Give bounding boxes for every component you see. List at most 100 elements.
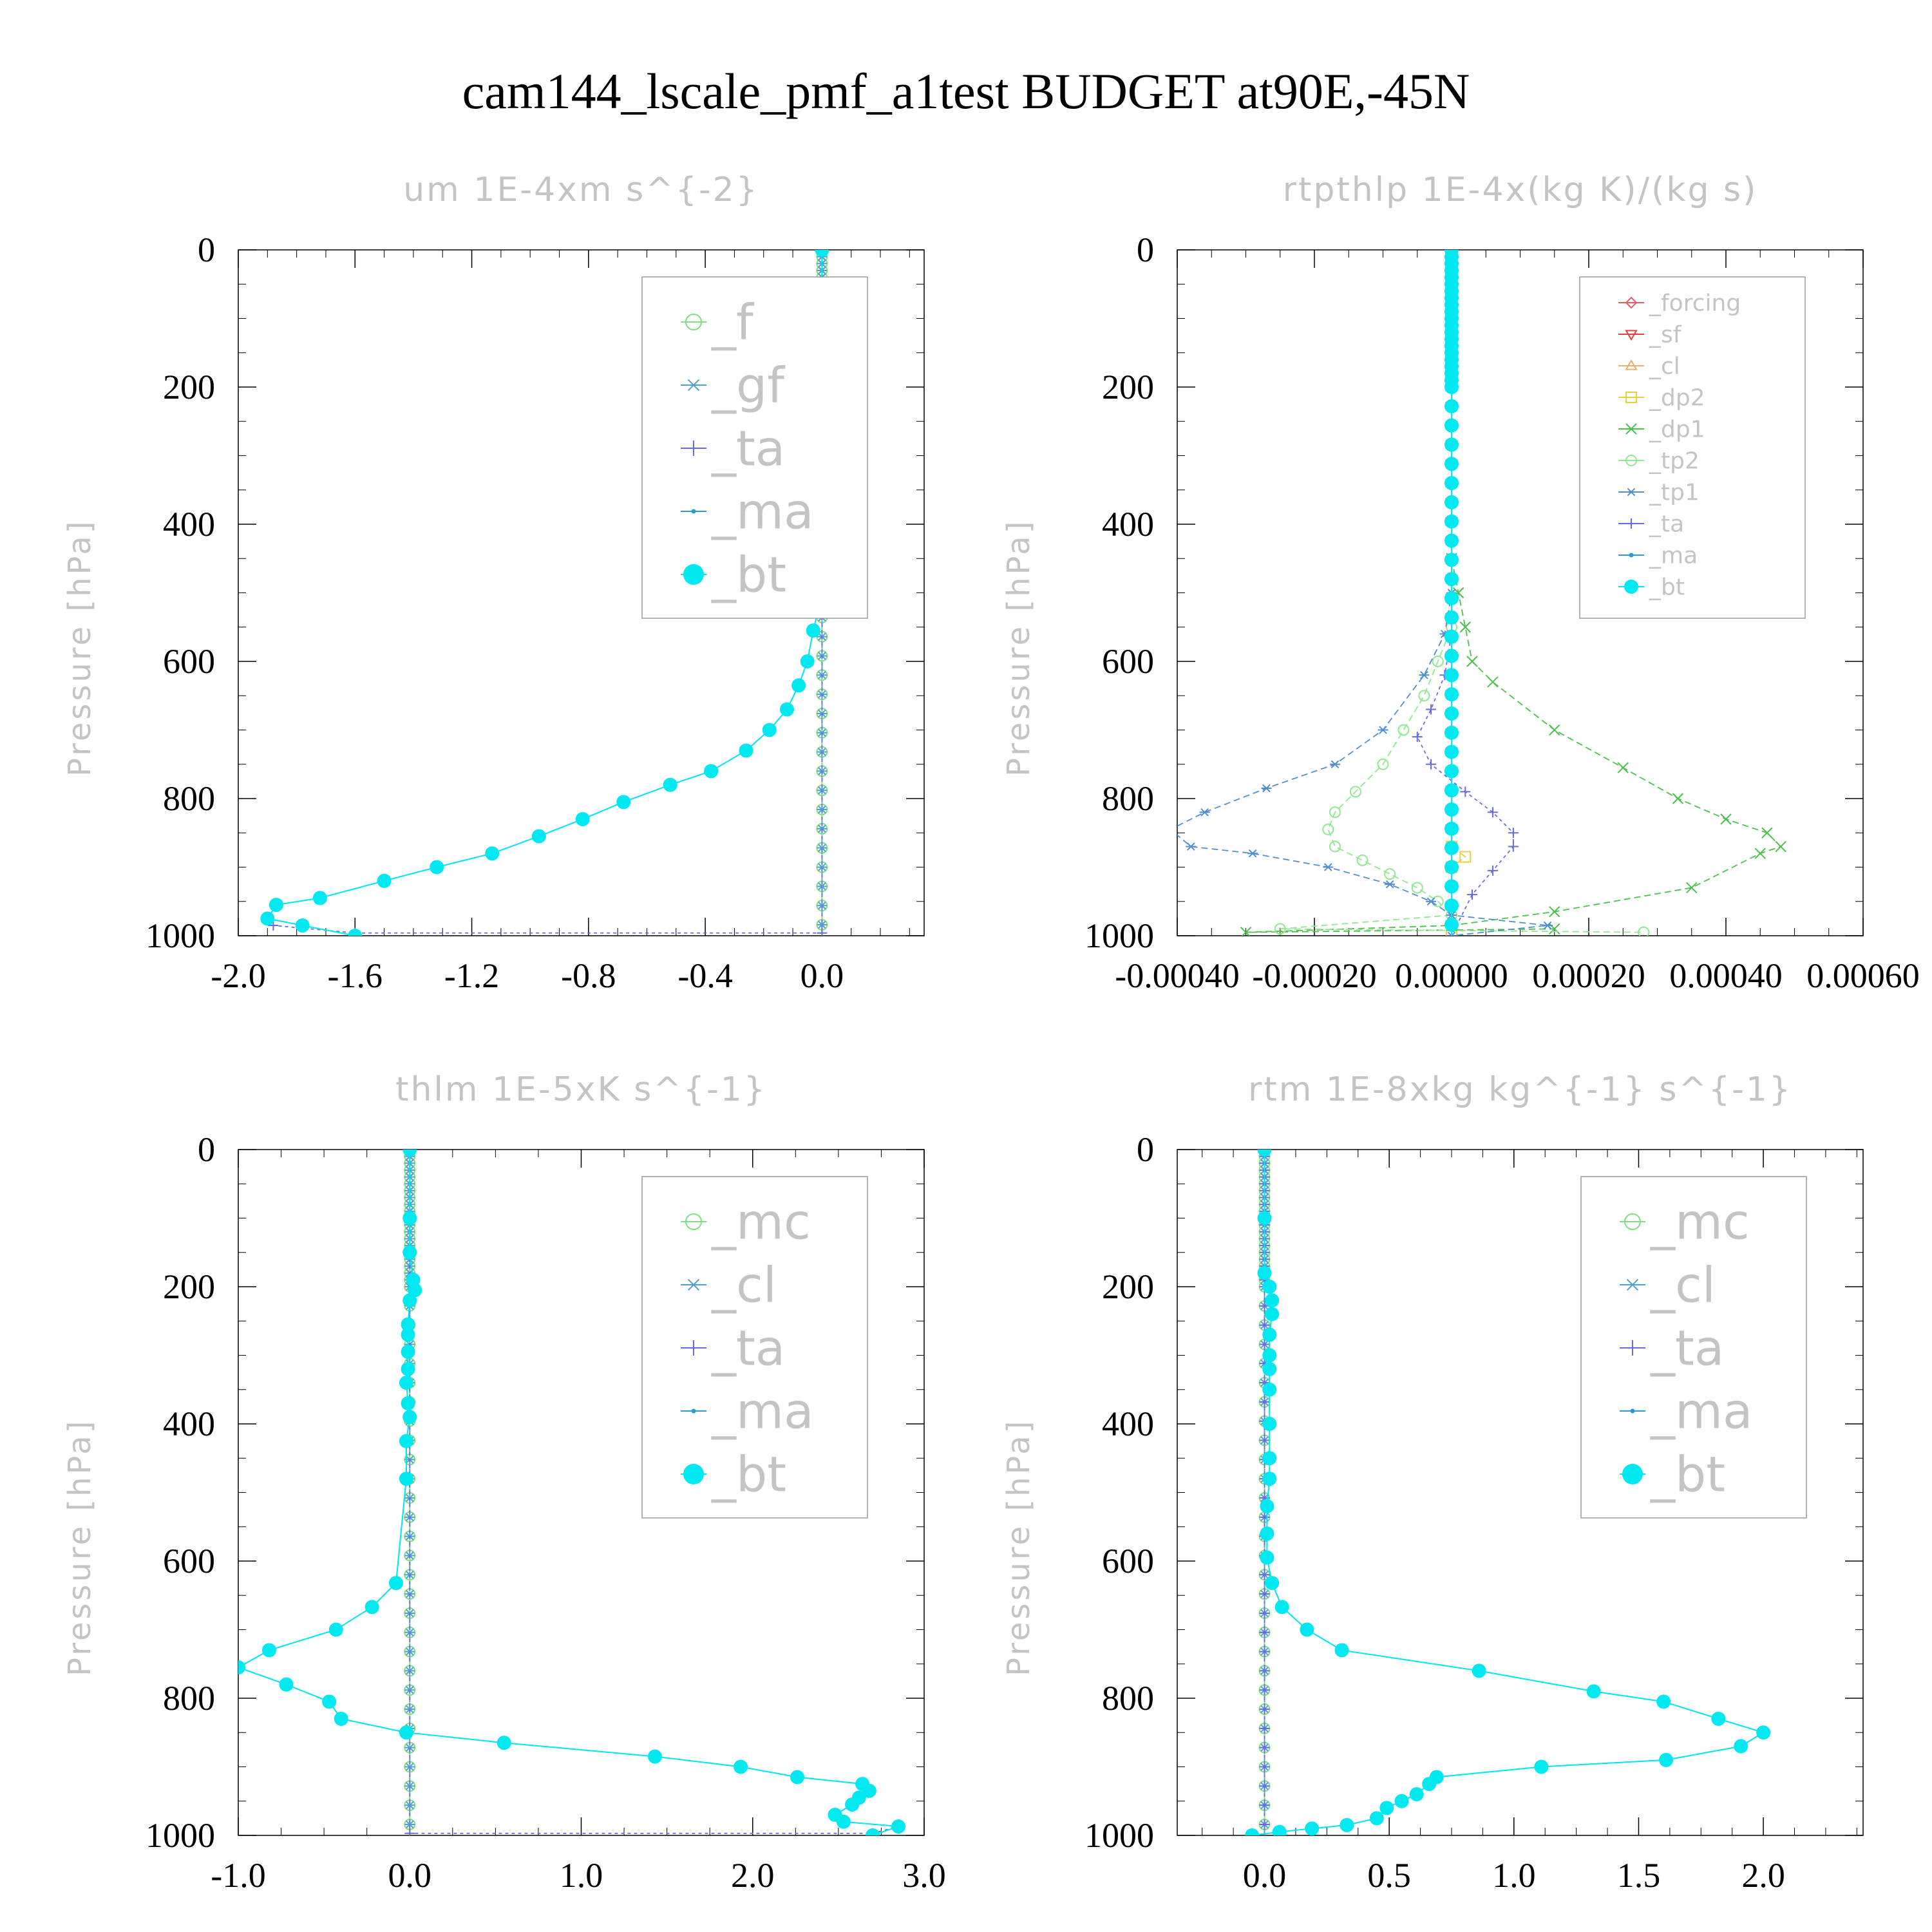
y-tick-label: 800 — [1102, 1679, 1154, 1718]
data-point-ta — [1426, 759, 1437, 770]
legend-marker-sf — [1625, 330, 1638, 341]
data-point-cl — [404, 1820, 415, 1829]
series-line-dp1 — [1245, 250, 1782, 933]
data-point-bt — [734, 1759, 748, 1774]
data-point-bt — [1444, 553, 1459, 567]
series-bt — [1444, 250, 1459, 936]
data-point-ta — [1466, 889, 1477, 900]
data-point-bt — [401, 1327, 415, 1342]
legend-marker-bt — [683, 564, 704, 585]
y-tick-label: 400 — [163, 1405, 215, 1443]
data-point-tp1 — [1446, 931, 1457, 936]
legend: _f _gf _ta _ma _bt — [641, 276, 868, 619]
data-point-bt — [891, 1819, 906, 1834]
data-point-bt — [322, 1694, 337, 1709]
data-point-tp2 — [1356, 854, 1368, 866]
data-point-bt — [1656, 1694, 1671, 1709]
data-point-bt — [279, 1677, 294, 1692]
legend-label-bt: _bt — [711, 1446, 786, 1503]
legend-label-dp1: _dp1 — [1649, 417, 1705, 443]
data-point-bt — [1444, 898, 1459, 913]
plot-area — [1177, 250, 1786, 936]
data-point-bt — [1409, 1787, 1424, 1802]
chart-panel-1: um 1E-4xm s^{-2} Pressure [hPa] 0 200 400 600… — [62, 171, 925, 995]
data-point-bt — [1274, 1600, 1289, 1615]
legend: _mc_cl _ta _ma _bt — [1580, 1176, 1807, 1519]
x-tick-label: 0.00060 — [1806, 956, 1920, 995]
data-point-bt — [1659, 1752, 1674, 1767]
data-point-ta — [1412, 732, 1423, 743]
y-tick-label: 0 — [198, 231, 215, 269]
data-point-ta — [1259, 1435, 1270, 1446]
data-point-bt — [1444, 668, 1459, 683]
data-point-cl — [404, 1609, 415, 1618]
legend-marker-mc — [1624, 1213, 1641, 1230]
data-point-dp1 — [1487, 676, 1499, 688]
data-point-bt — [1340, 1818, 1354, 1833]
data-point-cl — [404, 1685, 415, 1694]
data-point-cl — [404, 1743, 415, 1752]
data-point-bt — [1444, 533, 1459, 548]
legend-marker-ma — [691, 1408, 696, 1414]
data-point-gf — [817, 882, 828, 891]
data-point-ta — [1487, 865, 1498, 876]
data-point-tp1 — [1542, 921, 1553, 930]
legend: _mc_cl _ta _ma _bt — [641, 1176, 868, 1519]
data-point-bt — [295, 918, 310, 933]
legend-label-sf: _sf — [1649, 322, 1682, 348]
data-point-ta — [1259, 1800, 1270, 1811]
data-point-dp1 — [1466, 656, 1478, 667]
data-point-tp2 — [1322, 823, 1334, 835]
legend-marker-ta — [686, 1340, 701, 1356]
data-point-bt — [1262, 1280, 1277, 1294]
data-point-bt — [1444, 783, 1459, 798]
panel-title: rtm 1E-8xkg kg^{-1} s^{-1} — [1248, 1070, 1792, 1109]
data-point-gf — [817, 901, 828, 910]
series-bt — [1245, 1150, 1771, 1835]
data-point-tp1 — [1426, 897, 1437, 906]
data-point-cl — [404, 1801, 415, 1810]
series-bt — [238, 1150, 906, 1835]
data-point-tp1 — [1186, 842, 1197, 851]
panel-title: rtpthlp 1E-4x(kg K)/(kg s) — [1283, 171, 1758, 209]
data-point-ta — [1259, 1761, 1270, 1772]
data-point-bt — [328, 1622, 343, 1637]
y-axis-label: Pressure [hPa] — [62, 1419, 98, 1676]
legend-label-tp1: _tp1 — [1649, 480, 1700, 506]
legend-label-forcing: _forcing — [1649, 290, 1741, 317]
legend-box — [1580, 1176, 1807, 1519]
legend-marker-bt — [1622, 1464, 1643, 1484]
data-point-bt — [1444, 744, 1459, 759]
data-point-ta — [1259, 1704, 1270, 1715]
legend-marker-ta — [686, 440, 701, 456]
legend-marker-ma — [691, 509, 696, 514]
y-tick-label: 600 — [163, 1542, 215, 1580]
data-point-bt — [815, 250, 829, 257]
y-tick-label: 1000 — [1084, 916, 1154, 955]
data-point-bt — [1422, 1777, 1437, 1792]
y-tick-label: 600 — [1102, 1542, 1154, 1580]
data-point-bt — [1444, 437, 1459, 452]
y-tick-label: 200 — [1102, 368, 1154, 406]
data-point-bt — [365, 1600, 379, 1615]
data-point-bt — [1272, 1824, 1287, 1835]
data-point-bt — [1472, 1663, 1486, 1678]
legend-marker-ma — [1630, 1408, 1635, 1414]
data-point-tp2 — [1329, 806, 1341, 819]
data-point-dp1 — [1459, 621, 1472, 633]
data-point-bt — [647, 1749, 662, 1764]
chart-panel-4: rtm 1E-8xkg kg^{-1} s^{-1} Pressure [hPa]… — [1001, 1070, 1864, 1895]
data-point-ta — [1508, 828, 1519, 838]
data-point-gf — [817, 709, 828, 718]
legend-box — [641, 276, 868, 619]
data-point-ta — [1259, 1511, 1270, 1522]
series-line-tp2 — [1280, 250, 1644, 933]
data-point-bt — [1444, 764, 1459, 779]
data-point-bt — [866, 1828, 880, 1835]
data-point-bt — [1444, 879, 1459, 894]
data-point-bt — [1260, 1499, 1274, 1513]
x-tick-label: 3.0 — [902, 1856, 946, 1895]
data-point-bt — [531, 829, 546, 844]
data-point-ta — [1259, 1569, 1270, 1580]
data-point-bt — [269, 898, 283, 913]
